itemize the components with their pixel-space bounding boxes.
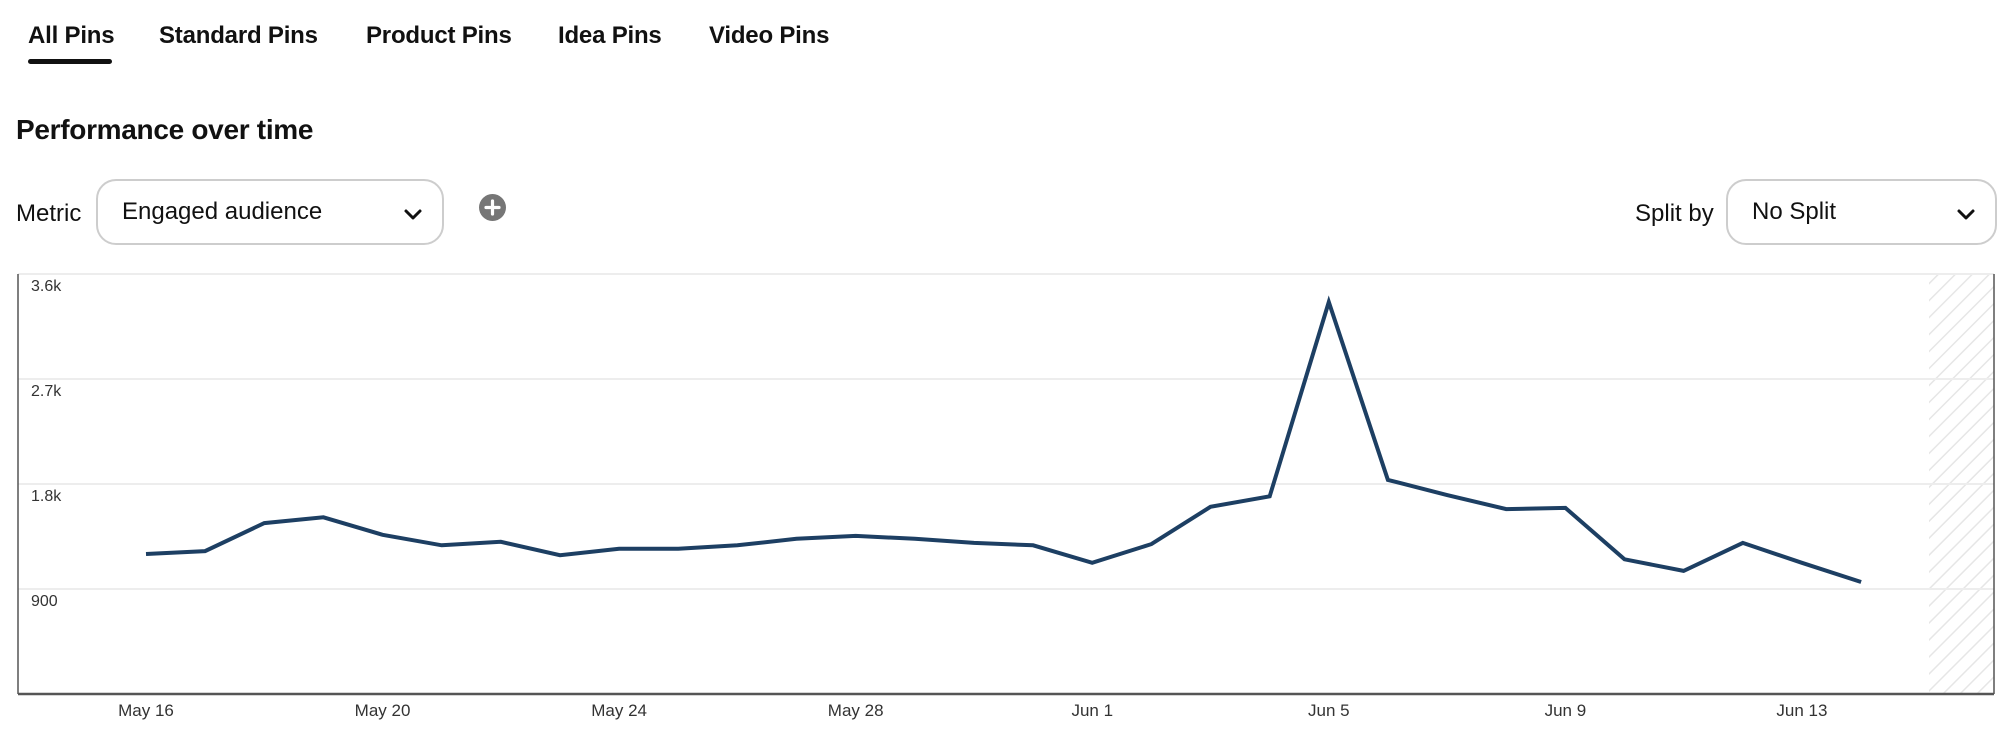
tab-standard-pins[interactable]: Standard Pins [159, 22, 318, 49]
metric-dropdown-value: Engaged audience [122, 198, 323, 225]
tab-product-pins[interactable]: Product Pins [366, 22, 512, 49]
tab-video-pins[interactable]: Video Pins [709, 22, 830, 49]
x-tick-label: May 24 [591, 701, 647, 720]
tab-all-pins[interactable]: All Pins [28, 22, 115, 49]
tab-idea-pins[interactable]: Idea Pins [558, 22, 662, 49]
x-tick-label: May 20 [354, 701, 411, 720]
add-metric-button[interactable] [479, 194, 506, 221]
chevron-down-icon [404, 209, 422, 220]
split-by-dropdown-value: No Split [1752, 198, 1837, 225]
plus-circle-icon [484, 199, 501, 216]
split-by-dropdown[interactable]: No Split [1726, 179, 1997, 245]
y-tick-label: 900 [31, 593, 58, 610]
x-tick-label: Jun 1 [1071, 701, 1114, 720]
x-tick-label: May 28 [827, 701, 884, 720]
y-tick-label: 3.6k [31, 278, 62, 295]
x-tick-label: Jun 9 [1544, 701, 1587, 720]
split-by-label: Split by [1635, 200, 1714, 227]
performance-line-chart: 900 1.8k 2.7k 3.6k May 16 May 20 May 24 May 28… [0, 260, 1999, 745]
y-tick-label: 2.7k [31, 383, 62, 400]
chart-plot-area [17, 273, 1995, 696]
x-tick-label: Jun 13 [1776, 701, 1828, 720]
section-title: Performance over time [16, 114, 314, 145]
metric-dropdown[interactable]: Engaged audience [96, 179, 444, 245]
x-tick-label: May 16 [118, 701, 174, 720]
pin-type-tabs: All Pins Standard Pins Product Pins Idea… [0, 0, 1000, 70]
x-tick-label: Jun 5 [1308, 701, 1350, 720]
y-tick-label: 1.8k [31, 488, 62, 505]
engaged-audience-series-line[interactable] [145, 295, 1862, 584]
active-tab-indicator [28, 59, 112, 64]
gridlines [18, 273, 1994, 590]
metric-label: Metric [16, 200, 82, 227]
chevron-down-icon [1957, 209, 1975, 220]
